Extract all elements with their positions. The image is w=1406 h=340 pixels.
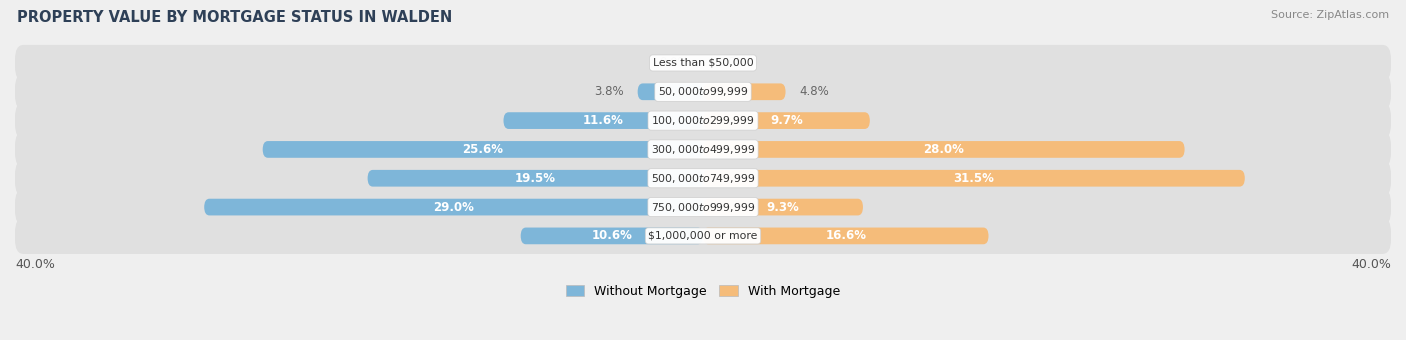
Text: Less than $50,000: Less than $50,000 — [652, 58, 754, 68]
Text: 40.0%: 40.0% — [1351, 257, 1391, 271]
Text: 3.8%: 3.8% — [595, 85, 624, 98]
FancyBboxPatch shape — [15, 189, 1391, 225]
Text: 10.6%: 10.6% — [592, 230, 633, 242]
Text: 0.0%: 0.0% — [717, 56, 747, 69]
FancyBboxPatch shape — [703, 83, 786, 100]
Legend: Without Mortgage, With Mortgage: Without Mortgage, With Mortgage — [565, 285, 841, 298]
Text: 29.0%: 29.0% — [433, 201, 474, 214]
Text: 28.0%: 28.0% — [924, 143, 965, 156]
Text: 25.6%: 25.6% — [463, 143, 503, 156]
FancyBboxPatch shape — [15, 45, 1391, 81]
Text: 16.6%: 16.6% — [825, 230, 866, 242]
FancyBboxPatch shape — [367, 170, 703, 187]
FancyBboxPatch shape — [263, 141, 703, 158]
Text: $300,000 to $499,999: $300,000 to $499,999 — [651, 143, 755, 156]
FancyBboxPatch shape — [703, 227, 988, 244]
FancyBboxPatch shape — [703, 199, 863, 216]
Text: $50,000 to $99,999: $50,000 to $99,999 — [658, 85, 748, 98]
FancyBboxPatch shape — [15, 160, 1391, 196]
FancyBboxPatch shape — [15, 131, 1391, 168]
Text: $1,000,000 or more: $1,000,000 or more — [648, 231, 758, 241]
Text: $750,000 to $999,999: $750,000 to $999,999 — [651, 201, 755, 214]
FancyBboxPatch shape — [15, 103, 1391, 139]
Text: 11.6%: 11.6% — [583, 114, 624, 127]
FancyBboxPatch shape — [204, 199, 703, 216]
Text: $100,000 to $299,999: $100,000 to $299,999 — [651, 114, 755, 127]
Text: 19.5%: 19.5% — [515, 172, 555, 185]
FancyBboxPatch shape — [638, 83, 703, 100]
Text: $500,000 to $749,999: $500,000 to $749,999 — [651, 172, 755, 185]
FancyBboxPatch shape — [520, 227, 703, 244]
Text: 9.7%: 9.7% — [770, 114, 803, 127]
Text: Source: ZipAtlas.com: Source: ZipAtlas.com — [1271, 10, 1389, 20]
FancyBboxPatch shape — [703, 170, 1244, 187]
Text: PROPERTY VALUE BY MORTGAGE STATUS IN WALDEN: PROPERTY VALUE BY MORTGAGE STATUS IN WAL… — [17, 10, 453, 25]
Text: 40.0%: 40.0% — [15, 257, 55, 271]
Text: 0.0%: 0.0% — [659, 56, 689, 69]
FancyBboxPatch shape — [15, 218, 1391, 254]
Text: 9.3%: 9.3% — [766, 201, 800, 214]
FancyBboxPatch shape — [703, 112, 870, 129]
Text: 31.5%: 31.5% — [953, 172, 994, 185]
FancyBboxPatch shape — [15, 74, 1391, 110]
FancyBboxPatch shape — [703, 141, 1185, 158]
FancyBboxPatch shape — [503, 112, 703, 129]
Text: 4.8%: 4.8% — [800, 85, 830, 98]
